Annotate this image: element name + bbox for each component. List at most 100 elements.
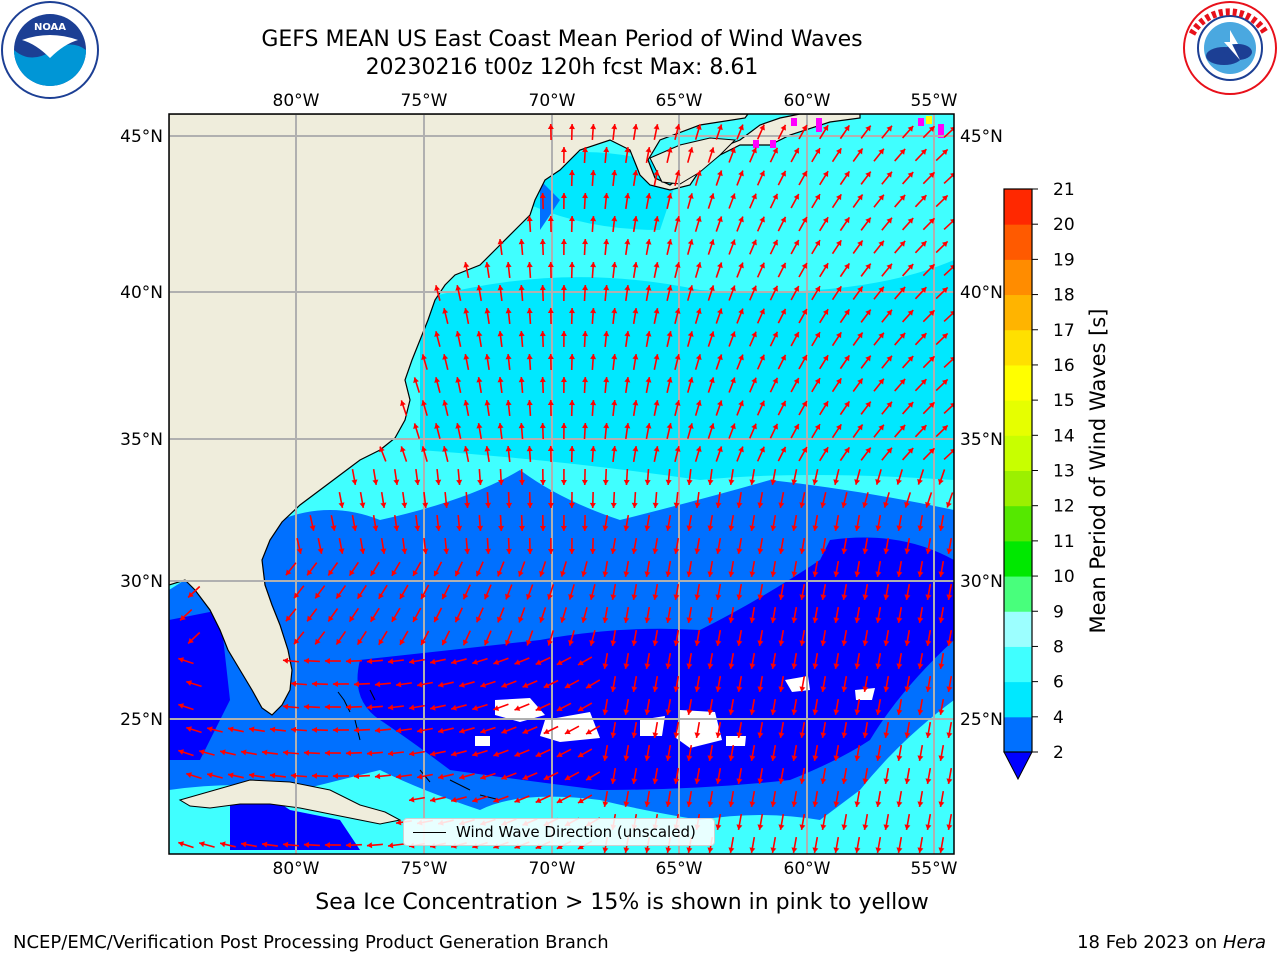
wave-direction-arrow <box>374 681 391 688</box>
wave-direction-arrow <box>644 744 651 762</box>
wave-direction-arrow <box>186 726 202 734</box>
wave-direction-arrow <box>526 491 533 509</box>
wave-direction-arrow <box>736 629 743 647</box>
wave-direction-arrow <box>303 657 320 664</box>
wave-direction-arrow <box>568 215 575 233</box>
wave-direction-arrow <box>413 423 421 439</box>
wave-direction-arrow <box>539 422 546 440</box>
wave-direction-arrow <box>769 239 779 255</box>
wave-direction-arrow <box>778 813 785 831</box>
wave-direction-arrow <box>901 309 914 323</box>
wave-direction-arrow <box>543 771 559 781</box>
wave-direction-arrow <box>749 331 757 347</box>
wave-direction-arrow <box>852 332 864 346</box>
wave-direction-arrow <box>749 790 756 808</box>
wave-direction-arrow <box>922 447 936 461</box>
wave-direction-arrow <box>351 514 358 532</box>
wave-direction-arrow <box>694 308 702 324</box>
wave-direction-arrow <box>408 796 425 803</box>
wave-direction-arrow <box>564 679 580 689</box>
wave-direction-arrow <box>585 725 601 735</box>
wave-direction-arrow <box>686 744 693 762</box>
wave-direction-arrow <box>456 514 463 532</box>
wave-direction-arrow <box>261 841 278 848</box>
wave-direction-arrow <box>799 629 806 647</box>
lat-tick-left: 25°N <box>120 710 163 730</box>
lat-tick-right: 45°N <box>960 127 1003 147</box>
map-subtitle: 20230216 t00z 120h fcst Max: 8.61 <box>365 55 759 80</box>
wave-direction-arrow <box>778 721 785 739</box>
wave-direction-arrow <box>881 309 893 323</box>
wave-direction-arrow <box>269 726 286 733</box>
wave-direction-arrow <box>472 795 488 803</box>
wave-direction-arrow <box>686 652 693 670</box>
colorbar-segment <box>1004 435 1032 471</box>
wave-direction-arrow <box>178 749 194 757</box>
wave-direction-arrow <box>463 307 470 325</box>
lon-tick-bottom: 60°W <box>784 859 831 879</box>
wave-direction-arrow <box>736 400 744 416</box>
wave-direction-arrow <box>686 193 694 209</box>
wave-direction-arrow <box>463 353 470 371</box>
wave-direction-arrow <box>736 721 743 739</box>
wave-direction-arrow <box>353 681 370 688</box>
colorbar-segment <box>1004 681 1032 718</box>
sea-ice-note: Sea Ice Concentration > 15% is shown in … <box>0 890 1280 915</box>
wave-direction-arrow <box>535 748 551 758</box>
wave-direction-arrow <box>603 238 610 256</box>
wave-direction-arrow <box>938 698 945 716</box>
wave-direction-arrow <box>791 606 798 624</box>
wave-direction-arrow <box>833 560 840 578</box>
wave-direction-arrow <box>303 841 320 848</box>
wave-direction-arrow <box>505 445 512 463</box>
wave-direction-arrow <box>206 772 223 779</box>
colorbar-tick: 4 <box>1053 708 1064 728</box>
lon-tick-labels-bottom: 80°W 75°W 70°W 65°W 60°W 55°W <box>273 859 958 879</box>
wave-direction-arrow <box>623 698 630 716</box>
wave-direction-arrow <box>526 537 533 555</box>
wave-direction-arrow <box>442 308 449 324</box>
wave-direction-arrow <box>435 468 442 486</box>
colorbar-tick: 17 <box>1053 321 1075 341</box>
wave-direction-arrow <box>854 514 861 532</box>
wave-direction-arrow <box>399 584 409 600</box>
wave-direction-arrow <box>568 307 575 325</box>
wave-direction-arrow <box>560 561 568 577</box>
wave-direction-arrow <box>839 124 851 140</box>
wave-direction-arrow <box>665 790 672 808</box>
wave-direction-arrow <box>464 537 471 555</box>
wave-direction-arrow <box>769 193 779 209</box>
wave-direction-arrow <box>707 606 714 624</box>
wave-direction-arrow <box>464 491 471 509</box>
colorbar-segment <box>1004 329 1032 366</box>
wave-direction-arrow <box>198 841 215 848</box>
wave-direction-arrow <box>707 239 715 255</box>
wave-direction-arrow <box>611 215 618 233</box>
wave-direction-arrow <box>715 262 723 278</box>
wave-direction-arrow <box>581 514 588 532</box>
wave-direction-arrow <box>306 562 318 576</box>
wave-direction-arrow <box>770 468 777 486</box>
wave-direction-arrow <box>873 332 885 346</box>
wave-direction-arrow <box>833 514 840 532</box>
wave-direction-arrow <box>623 560 630 578</box>
wave-direction-arrow <box>589 630 596 646</box>
wave-direction-arrow <box>707 652 714 670</box>
wave-direction-arrow <box>839 446 851 462</box>
wave-direction-arrow <box>590 445 597 463</box>
wave-direction-arrow <box>770 652 777 670</box>
wave-direction-arrow <box>938 560 945 578</box>
lon-tick-bottom: 80°W <box>273 859 320 879</box>
wave-direction-arrow <box>422 537 429 555</box>
colorbar-tick: 19 <box>1053 250 1075 270</box>
wave-direction-arrow <box>359 537 366 555</box>
wave-direction-arrow <box>632 307 639 325</box>
wave-direction-arrow <box>653 262 660 278</box>
wave-direction-arrow <box>666 239 673 255</box>
wave-direction-arrow <box>450 658 467 665</box>
wave-direction-arrow <box>894 378 906 392</box>
wave-direction-arrow <box>925 767 932 785</box>
wave-direction-arrow <box>757 491 764 509</box>
wave-direction-arrow <box>749 698 756 716</box>
wave-direction-arrow <box>303 749 320 756</box>
